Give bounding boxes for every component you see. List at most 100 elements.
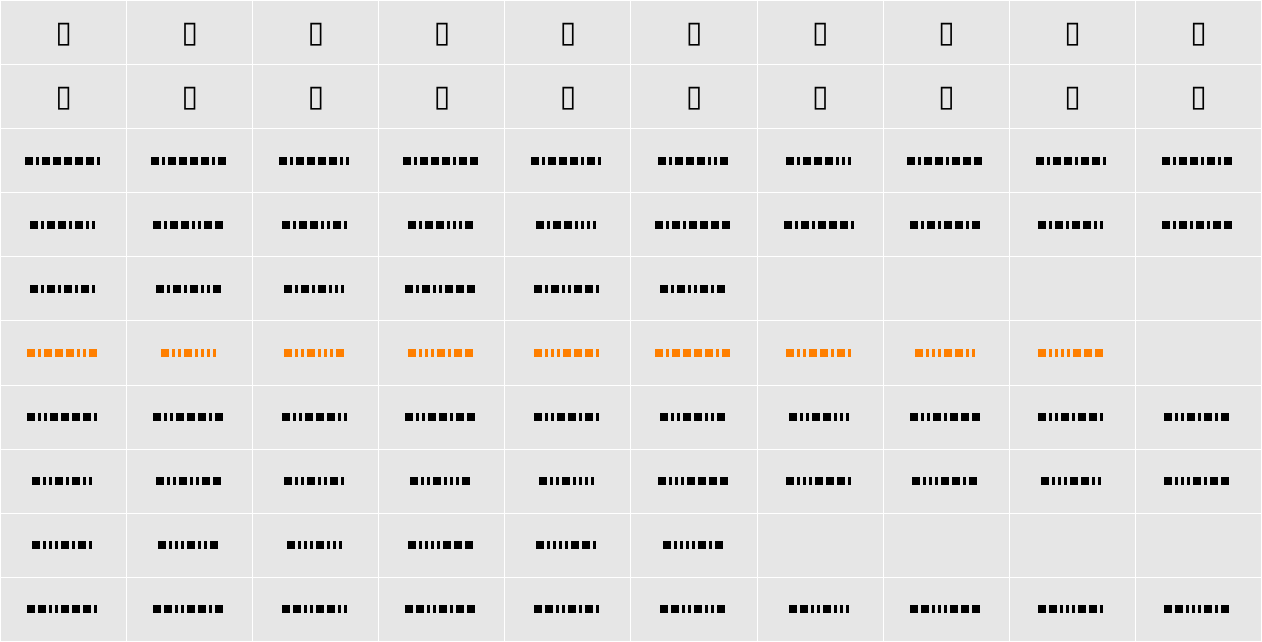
grid-cell[interactable] — [883, 129, 1009, 193]
grid-cell[interactable] — [631, 577, 757, 641]
grid-cell[interactable] — [1, 385, 127, 449]
grid-cell[interactable] — [1135, 321, 1261, 385]
grid-cell[interactable] — [1, 449, 127, 513]
grid-cell[interactable] — [1, 321, 127, 385]
grid-cell[interactable] — [379, 321, 505, 385]
grid-cell[interactable] — [379, 193, 505, 257]
grid-cell[interactable] — [253, 257, 379, 321]
grid-cell[interactable] — [127, 257, 253, 321]
grid-cell[interactable] — [505, 449, 631, 513]
grid-cell[interactable] — [1009, 513, 1135, 577]
grid-cell[interactable] — [631, 385, 757, 449]
grid-cell[interactable] — [883, 385, 1009, 449]
grid-cell[interactable] — [757, 257, 883, 321]
grid-cell[interactable]: ▯ — [1009, 65, 1135, 129]
grid-cell[interactable] — [1009, 577, 1135, 641]
grid-cell[interactable] — [253, 129, 379, 193]
grid-cell[interactable] — [757, 321, 883, 385]
grid-cell[interactable] — [253, 385, 379, 449]
grid-cell[interactable]: ▯ — [1135, 65, 1261, 129]
grid-cell[interactable] — [1009, 321, 1135, 385]
grid-cell[interactable] — [505, 513, 631, 577]
grid-cell[interactable] — [1135, 577, 1261, 641]
grid-cell[interactable] — [631, 321, 757, 385]
grid-cell[interactable]: ▯ — [127, 1, 253, 65]
grid-cell[interactable] — [757, 449, 883, 513]
grid-cell[interactable] — [757, 385, 883, 449]
grid-cell[interactable] — [505, 385, 631, 449]
grid-cell[interactable] — [631, 513, 757, 577]
grid-cell[interactable] — [631, 193, 757, 257]
grid-cell[interactable] — [757, 577, 883, 641]
grid-cell[interactable] — [1135, 193, 1261, 257]
grid-cell[interactable] — [1135, 449, 1261, 513]
grid-cell[interactable] — [757, 193, 883, 257]
grid-cell[interactable] — [1, 257, 127, 321]
grid-cell[interactable] — [1, 513, 127, 577]
grid-cell[interactable] — [631, 129, 757, 193]
grid-cell[interactable] — [127, 385, 253, 449]
grid-cell[interactable] — [379, 513, 505, 577]
grid-cell[interactable] — [1, 577, 127, 641]
grid-cell[interactable]: ▯ — [1135, 1, 1261, 65]
grid-cell[interactable] — [757, 129, 883, 193]
grid-cell[interactable] — [505, 577, 631, 641]
grid-cell[interactable] — [1135, 385, 1261, 449]
grid-cell[interactable] — [253, 321, 379, 385]
grid-cell[interactable] — [1009, 257, 1135, 321]
grid-cell[interactable] — [631, 449, 757, 513]
grid-cell[interactable] — [883, 321, 1009, 385]
grid-cell[interactable] — [127, 449, 253, 513]
grid-cell[interactable] — [127, 129, 253, 193]
grid-cell[interactable]: ▯ — [127, 65, 253, 129]
grid-cell[interactable] — [379, 385, 505, 449]
grid-cell[interactable]: ▯ — [1009, 1, 1135, 65]
grid-cell[interactable] — [379, 449, 505, 513]
grid-cell[interactable] — [1009, 129, 1135, 193]
grid-cell[interactable] — [505, 321, 631, 385]
grid-cell[interactable] — [1135, 257, 1261, 321]
grid-cell[interactable] — [379, 257, 505, 321]
grid-cell[interactable]: ▯ — [379, 65, 505, 129]
grid-cell[interactable] — [883, 257, 1009, 321]
grid-cell[interactable] — [127, 193, 253, 257]
grid-cell[interactable] — [1009, 193, 1135, 257]
grid-cell[interactable] — [883, 193, 1009, 257]
grid-cell[interactable]: ▯ — [883, 1, 1009, 65]
grid-cell[interactable] — [883, 449, 1009, 513]
grid-cell[interactable] — [505, 193, 631, 257]
grid-cell[interactable] — [757, 513, 883, 577]
grid-cell[interactable] — [379, 129, 505, 193]
grid-cell[interactable]: ▯ — [631, 65, 757, 129]
grid-cell[interactable]: ▯ — [757, 1, 883, 65]
grid-cell[interactable] — [505, 257, 631, 321]
grid-cell[interactable] — [253, 577, 379, 641]
grid-cell[interactable] — [253, 449, 379, 513]
grid-cell[interactable]: ▯ — [883, 65, 1009, 129]
grid-cell[interactable] — [883, 577, 1009, 641]
grid-cell[interactable]: ▯ — [505, 1, 631, 65]
grid-cell[interactable]: ▯ — [253, 1, 379, 65]
grid-cell[interactable] — [127, 577, 253, 641]
grid-cell[interactable] — [1, 193, 127, 257]
grid-cell[interactable]: ▯ — [1, 65, 127, 129]
grid-cell[interactable] — [1009, 385, 1135, 449]
grid-cell[interactable] — [883, 513, 1009, 577]
grid-cell[interactable] — [1009, 449, 1135, 513]
grid-cell[interactable]: ▯ — [505, 65, 631, 129]
grid-cell[interactable] — [1135, 129, 1261, 193]
grid-cell[interactable]: ▯ — [757, 65, 883, 129]
grid-cell[interactable] — [127, 321, 253, 385]
grid-cell[interactable]: ▯ — [253, 65, 379, 129]
grid-cell[interactable] — [253, 193, 379, 257]
grid-cell[interactable] — [631, 257, 757, 321]
grid-cell[interactable]: ▯ — [631, 1, 757, 65]
grid-cell[interactable] — [127, 513, 253, 577]
grid-cell[interactable]: ▯ — [1, 1, 127, 65]
grid-cell[interactable] — [505, 129, 631, 193]
grid-cell[interactable] — [1, 129, 127, 193]
grid-cell[interactable] — [379, 577, 505, 641]
grid-cell[interactable]: ▯ — [379, 1, 505, 65]
grid-cell[interactable] — [1135, 513, 1261, 577]
grid-cell[interactable] — [253, 513, 379, 577]
